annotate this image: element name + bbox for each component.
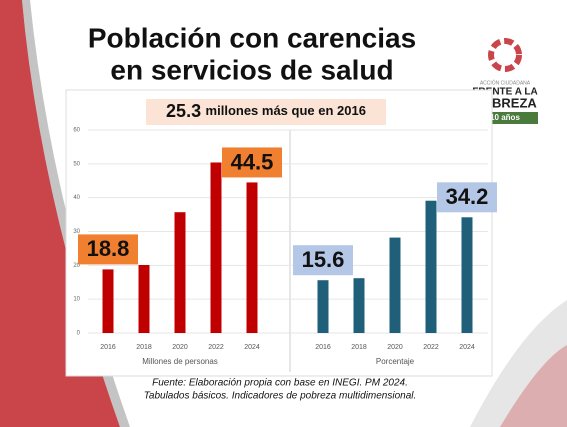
x-tick-label: 2020 [172, 344, 188, 351]
title-line: Población con carencias [88, 22, 416, 53]
logo-text: FRENTE A LA [472, 87, 537, 98]
highlight-text: millones más que en 2016 [206, 103, 366, 118]
value-label: 44.5 [231, 149, 274, 174]
x-tick-label: 2018 [351, 344, 367, 351]
x-tick-label: 2018 [136, 344, 152, 351]
bar [461, 217, 473, 333]
source: Tabulados básicos. Indicadores de pobrez… [144, 391, 417, 402]
x-tick-label: 2016 [315, 344, 331, 351]
y-tick-label: 0 [77, 331, 81, 337]
source: Fuente: Elaboración propia con base en I… [152, 378, 408, 389]
title-line: en servicios de salud [110, 54, 393, 85]
chart-frame [65, 89, 493, 377]
x-tick-label: 2022 [423, 344, 439, 351]
bar [317, 280, 329, 333]
x-tick-label: 2016 [100, 344, 116, 351]
bar [246, 182, 258, 333]
highlight-number: 25.3 [166, 101, 201, 121]
y-tick-label: 60 [73, 128, 80, 134]
bar [389, 237, 401, 333]
highlight-box [146, 99, 386, 125]
y-tick-label: 40 [73, 195, 80, 201]
decor-band [0, 0, 120, 427]
value-label-box [222, 147, 282, 178]
logo-text: 10 años [490, 113, 520, 122]
bar [138, 264, 150, 333]
bar [102, 269, 114, 333]
decor-stripe [22, 0, 130, 427]
y-tick-label: 50 [73, 161, 80, 167]
highlight: 25.3 millones más que en 2016 [166, 101, 366, 121]
y-tick-label: 10 [73, 297, 80, 303]
value-label-box [293, 245, 353, 276]
value-label-box [78, 234, 138, 265]
x-tick-label: 2024 [459, 344, 475, 351]
x-tick-label: 2020 [387, 344, 403, 351]
value-label: 34.2 [446, 184, 489, 209]
x-tick-label: 2022 [208, 344, 224, 351]
decor-swoosh [470, 300, 567, 427]
bar [174, 212, 186, 333]
bar [210, 162, 222, 333]
bar [425, 200, 437, 333]
value-label: 15.6 [302, 247, 345, 272]
y-tick-label: 20 [73, 263, 80, 269]
value-label-box [437, 182, 497, 213]
value-label: 18.8 [87, 236, 130, 261]
logo-text: ACCIÓN CIUDADANA [480, 79, 531, 86]
decor-swoosh [500, 345, 567, 427]
bar [353, 278, 365, 333]
x-axis-title: Millones de personas [142, 357, 218, 366]
x-axis-title: Porcentaje [376, 357, 415, 366]
y-tick-label: 30 [73, 229, 80, 235]
logo-mark [488, 38, 522, 72]
x-tick-label: 2024 [244, 344, 260, 351]
